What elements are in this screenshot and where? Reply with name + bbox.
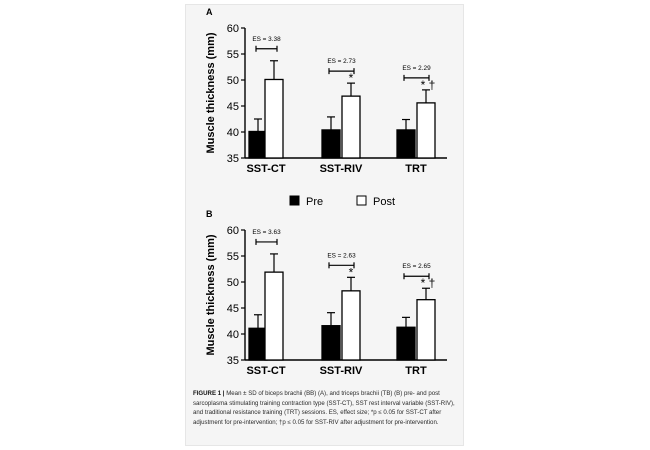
y-tick-label: 50 [227,277,239,289]
y-tick-label: 45 [227,303,239,315]
significance-marker: * [349,265,354,279]
significance-marker: * † [421,78,436,92]
y-tick-label: 60 [227,225,239,237]
legend-swatch-post [356,195,367,206]
effect-size-label: ES = 3.38 [252,36,281,43]
effect-size-label: ES = 2.29 [402,65,431,72]
legend-label-post: Post [373,196,395,208]
bar-post [416,102,436,159]
chart-panel-b: B 35 40 45 50 55 60 Muscle thickness (mm) SST-CT… [205,209,447,377]
bar-pre [396,129,416,159]
caption-text: Mean ± SD of biceps brachii (BB) (A), an… [193,390,455,427]
y-axis-label: Muscle thickness (mm) [205,234,217,355]
y-tick-label: 35 [227,355,239,367]
y-tick-label: 40 [227,127,239,139]
legend-label-pre: Pre [306,196,323,208]
bar-post [416,299,436,361]
panel-letter: A [206,7,213,17]
x-category-label: SST-RIV [320,365,363,377]
x-category-label: SST-RIV [320,163,363,175]
y-tick-label: 50 [227,75,239,87]
y-tick-label: 60 [227,23,239,35]
x-category-label: TRT [405,163,427,175]
x-category-label: SST-CT [246,163,285,175]
y-tick-label: 55 [227,49,239,61]
y-tick-label: 55 [227,251,239,263]
bar-post [341,95,361,159]
chart-panel-a: A 35 40 45 50 55 60 Muscle thickness (mm) SST-CT… [205,7,447,175]
effect-size-label: ES = 2.73 [327,58,356,65]
legend-swatch-pre [289,195,300,206]
bar-post [264,78,284,159]
significance-marker: * † [421,276,436,290]
panel-letter: B [206,209,213,219]
effect-size-label: ES = 2.65 [402,263,431,270]
bar-pre [248,327,268,361]
bar-pre [396,326,416,361]
bar-post [264,271,284,361]
legend: Pre Post [289,195,395,208]
y-axis-label: Muscle thickness (mm) [205,32,217,153]
figure-caption: FIGURE 1 | Mean ± SD of biceps brachii (… [193,389,458,428]
bar-post [341,290,361,361]
significance-marker: * [349,71,354,85]
y-tick-label: 40 [227,329,239,341]
bar-pre [321,325,341,361]
effect-size-label: ES = 2.63 [327,252,356,259]
bar-pre [248,130,268,159]
caption-label: FIGURE 1 | [193,390,225,397]
effect-size-label: ES = 3.63 [252,229,281,236]
y-tick-label: 35 [227,153,239,165]
x-category-label: TRT [405,365,427,377]
y-tick-label: 45 [227,101,239,113]
x-category-label: SST-CT [246,365,285,377]
bar-pre [321,129,341,159]
